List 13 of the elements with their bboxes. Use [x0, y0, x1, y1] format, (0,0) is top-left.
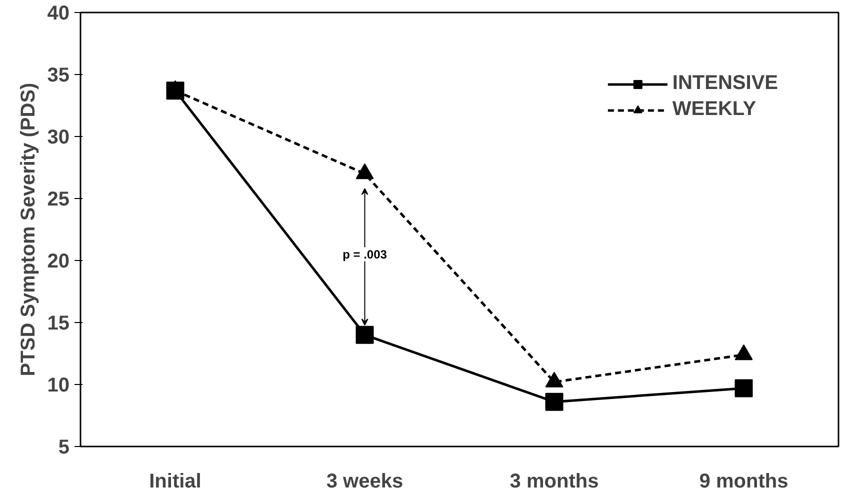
y-tick-label: 20: [47, 250, 70, 272]
x-tick-label: 3 months: [510, 470, 599, 492]
y-axis-title: PTSD Symptom Severity (PDS): [17, 82, 40, 376]
y-tick-label: 35: [47, 64, 70, 86]
y-tick-label: 10: [47, 374, 70, 396]
x-tick-label: 3 weeks: [326, 470, 404, 492]
x-tick-label: 9 months: [699, 470, 788, 492]
y-tick-label: 25: [47, 188, 70, 210]
y-tick-label: 30: [47, 126, 70, 148]
y-tick-label: 40: [47, 2, 70, 24]
x-tick-label: Initial: [149, 470, 202, 492]
y-tick-label: 5: [58, 436, 70, 458]
y-tick-label: 15: [47, 312, 70, 334]
